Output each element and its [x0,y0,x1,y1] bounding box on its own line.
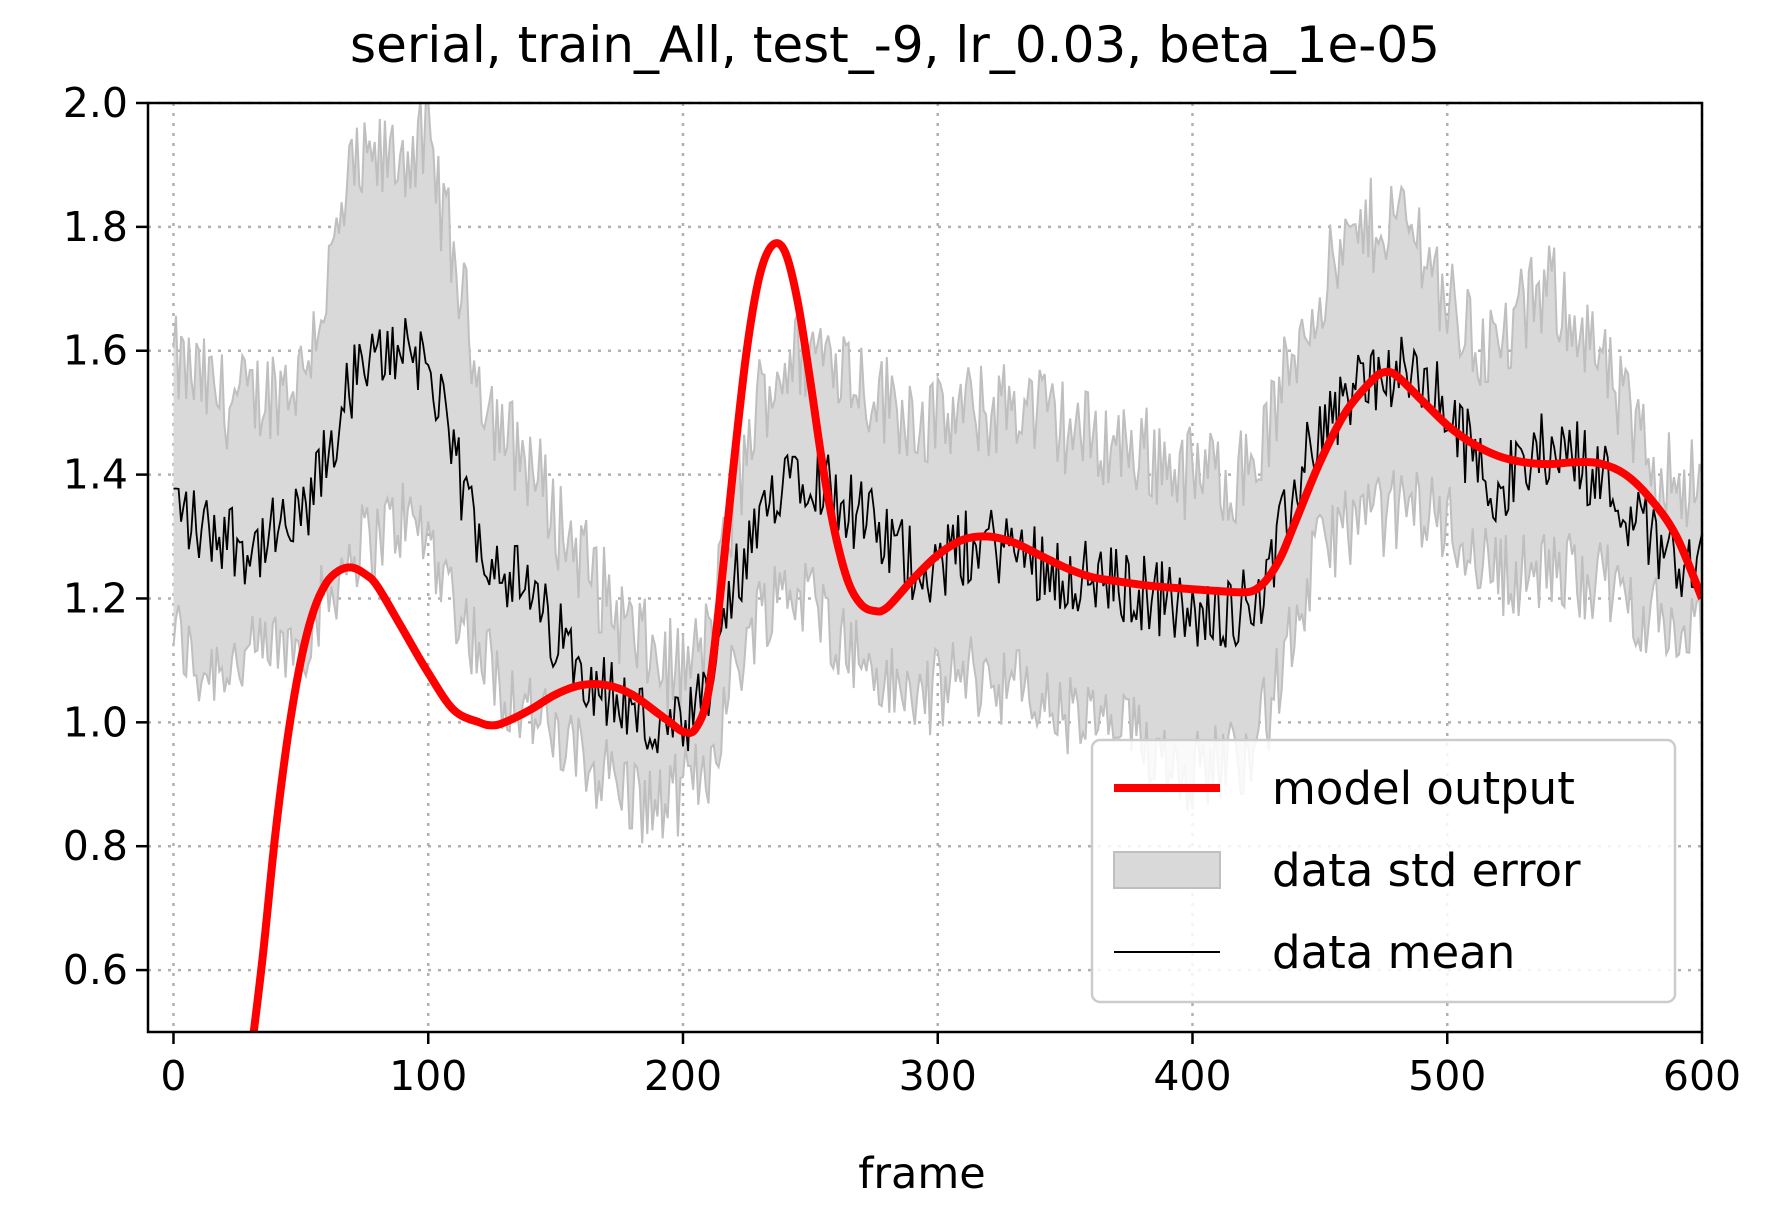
x-tick-label: 600 [1663,1052,1741,1100]
legend-label: data std error [1272,844,1581,897]
y-tick-label: 1.8 [63,203,128,251]
x-axis-label: frame [858,1149,986,1199]
x-tick-label: 300 [899,1052,977,1100]
x-tick-label: 400 [1153,1052,1231,1100]
legend: model output data std error data mean [1090,738,1677,1004]
y-tick-label: 1.4 [63,451,128,499]
y-tick-label: 1.2 [63,574,128,622]
x-tick-label: 200 [644,1052,722,1100]
x-tick-label: 0 [160,1052,186,1100]
ticks: 0 100 200 300 400 500 600 0.6 0.8 1.0 1.2 1.4 1.6 1.8… [63,79,1741,1100]
legend-label: model output [1272,762,1575,815]
y-tick-label: 2.0 [63,79,128,127]
legend-swatch-band [1113,851,1221,889]
y-tick-label: 1.0 [63,698,128,746]
std-error-lower [172,470,1702,844]
x-tick-label: 500 [1408,1052,1486,1100]
y-tick-label: 1.6 [63,327,128,375]
legend-label: data mean [1272,926,1515,979]
std-error-band [172,103,1702,844]
series-layer [173,239,1702,1032]
y-tick-label: 0.6 [63,946,128,994]
legend-box [1090,738,1677,1004]
std-error-upper [172,103,1702,715]
chart-title: serial, train_All, test_-9, lr_0.03, bet… [350,16,1440,74]
plot-frame [146,101,1704,1034]
y-tick-label: 0.8 [63,822,128,870]
x-tick-label: 100 [389,1052,467,1100]
model-output-line [249,239,1702,1032]
std-error-fill [173,103,1702,844]
